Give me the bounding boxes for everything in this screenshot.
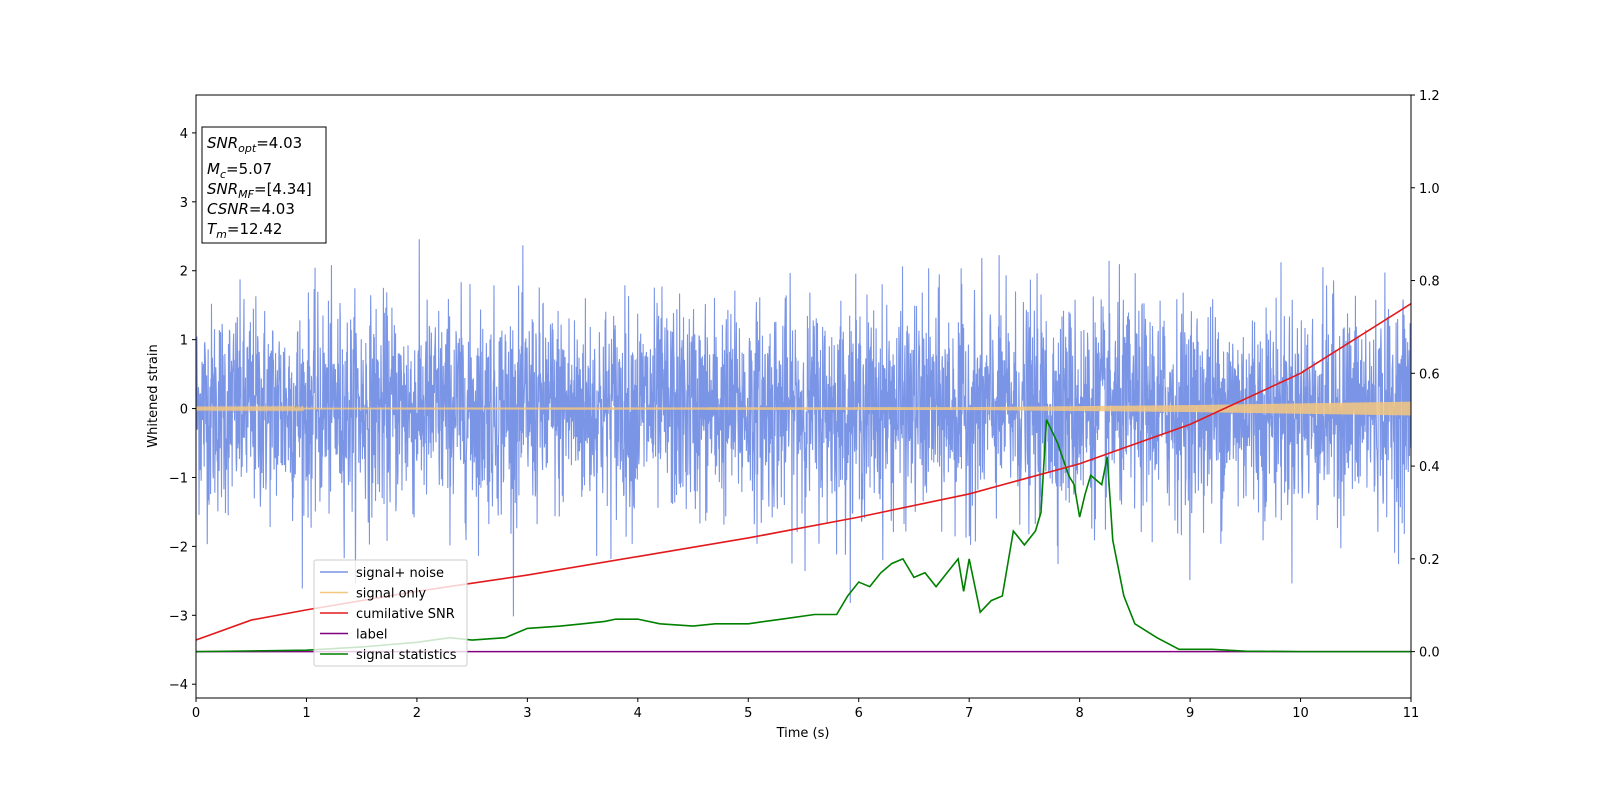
x-tick-label: 11 <box>1403 706 1420 721</box>
legend-label: signal only <box>356 587 426 602</box>
x-axis: 0 1 2 3 4 5 6 7 8 9 10 11 <box>192 698 1419 721</box>
info-box: SNRopt=4.03 Mc=5.07 SNRMF=[4.34] CSNR=4.… <box>201 126 327 244</box>
y-right-tick-label: 0.0 <box>1419 646 1440 661</box>
y-left-tick-label: 1 <box>180 334 188 349</box>
series-signal-statistics-line <box>196 419 1411 653</box>
y-right-tick-label: 0.6 <box>1419 367 1440 382</box>
info-csnr: CSNR=4.03 <box>207 200 295 218</box>
y-left-tick-label: −2 <box>169 540 188 555</box>
y-left-tick-label: 2 <box>180 265 188 280</box>
y-left-tick-label: −4 <box>169 678 188 693</box>
legend-label: cumilative SNR <box>356 607 455 622</box>
x-tick-label: 3 <box>523 706 531 721</box>
y-left-tick-label: −1 <box>169 471 188 486</box>
plot-frame <box>195 94 1412 699</box>
y-right-tick-label: 0.2 <box>1419 553 1440 568</box>
y-right-tick-label: 1.0 <box>1419 182 1440 197</box>
x-tick-label: 10 <box>1292 706 1309 721</box>
y-axis-label: Whitened strain <box>146 344 161 447</box>
series-signal-only-line <box>196 401 1411 416</box>
y-axis-left: 4 3 2 1 0 −1 −2 −3 −4 <box>169 127 196 693</box>
legend-label: label <box>356 628 387 643</box>
y-left-tick-label: 4 <box>180 127 188 142</box>
x-tick-label: 8 <box>1075 706 1083 721</box>
legend: signal+ noise signal only cumilative SNR la… <box>313 559 468 667</box>
info-mc: Mc=5.07 <box>207 160 272 181</box>
info-snr-mf: SNRMF=[4.34] <box>207 180 312 201</box>
x-tick-label: 7 <box>965 706 973 721</box>
x-tick-label: 6 <box>855 706 863 721</box>
series-cumulative-snr-line <box>196 303 1411 641</box>
x-tick-label: 0 <box>192 706 200 721</box>
y-right-tick-label: 0.4 <box>1419 460 1440 475</box>
x-tick-label: 4 <box>634 706 642 721</box>
legend-label: signal+ noise <box>356 566 444 581</box>
info-snr-opt: SNRopt=4.03 <box>207 134 302 155</box>
x-tick-label: 9 <box>1186 706 1194 721</box>
y-axis-right: 1.2 1.0 0.8 0.6 0.4 0.2 0.0 <box>1411 89 1440 661</box>
x-axis-label: Time (s) <box>776 726 830 741</box>
legend-label: signal statistics <box>356 648 457 663</box>
y-right-tick-label: 1.2 <box>1419 89 1440 104</box>
info-tm: Tm=12.42 <box>207 220 282 241</box>
y-left-tick-label: 0 <box>180 403 188 418</box>
y-right-tick-label: 0.8 <box>1419 275 1440 290</box>
x-tick-label: 1 <box>302 706 310 721</box>
y-left-tick-label: −3 <box>169 609 188 624</box>
y-left-tick-label: 3 <box>180 196 188 211</box>
x-tick-label: 2 <box>413 706 421 721</box>
x-tick-label: 5 <box>744 706 752 721</box>
